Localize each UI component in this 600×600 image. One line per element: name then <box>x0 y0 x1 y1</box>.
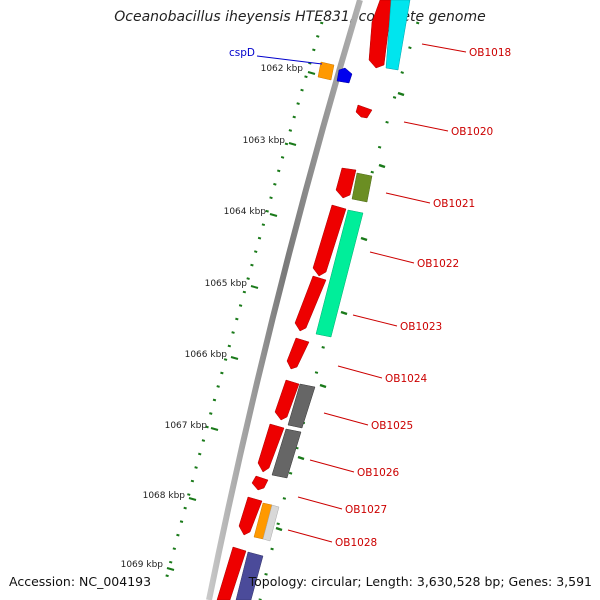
leader-ob1022 <box>369 251 415 264</box>
feature-track-line <box>258 21 420 600</box>
gene-labels: cspD OB1018 OB1020 OB1021 OB1022 OB1023 … <box>229 47 511 549</box>
ruler-tick <box>250 285 259 289</box>
feature-track-ticks <box>275 91 405 532</box>
ruler-tick <box>307 71 316 75</box>
track-tick <box>340 310 348 316</box>
ruler-ticks: 1062 kbp 1063 kbp 1064 kbp 1065 kbp 1066… <box>121 64 316 571</box>
leader-ob1023 <box>352 314 398 327</box>
cspd-feature-blue <box>336 67 353 84</box>
cds-feature-ob1022 <box>312 204 347 277</box>
track-tick <box>297 455 305 461</box>
track-tick <box>275 526 283 532</box>
gene-label-ob1028: OB1028 <box>335 537 377 549</box>
leader-ob1026 <box>309 459 355 473</box>
ruler-tick <box>288 142 297 146</box>
ruler-tick <box>269 213 278 217</box>
ruler-tick <box>188 497 197 501</box>
ruler-tick-label: 1068 kbp <box>143 491 186 501</box>
ruler-tick-label: 1062 kbp <box>261 64 304 74</box>
cds-feature-ob1024 <box>286 337 310 370</box>
cds-features <box>216 0 393 600</box>
gene-label-ob1025: OB1025 <box>371 420 413 432</box>
cspd-features <box>317 61 353 84</box>
gene-label-ob1027: OB1027 <box>345 504 387 516</box>
leader-ob1018 <box>421 43 467 53</box>
cds-feature-ob1018 <box>368 0 393 69</box>
gene-label-ob1024: OB1024 <box>385 373 428 385</box>
cspd-feature-orange <box>317 61 335 81</box>
cds-feature-ob1028 <box>238 496 263 536</box>
leader-ob1027 <box>297 496 343 510</box>
gene-label-ob1022: OB1022 <box>417 258 459 270</box>
cog-features <box>235 0 411 600</box>
cog-feature-gray-2 <box>271 428 302 479</box>
cog-feature-light-strip <box>262 504 280 542</box>
cds-feature-ob1025 <box>274 379 300 421</box>
leader-ob1020 <box>403 121 449 132</box>
ruler-tick <box>210 427 219 431</box>
gene-label-ob1018: OB1018 <box>469 47 511 59</box>
cds-feature-ob1026 <box>257 423 285 473</box>
ruler-tick-label: 1064 kbp <box>224 207 267 217</box>
genome-backbone <box>206 0 363 600</box>
track-tick <box>360 236 368 242</box>
ruler-tick-label: 1065 kbp <box>205 279 248 289</box>
ruler-line <box>164 21 324 581</box>
ruler-tick-label: 1066 kbp <box>185 350 228 360</box>
gene-label-ob1021: OB1021 <box>433 198 475 210</box>
cog-feature-slate <box>235 551 264 600</box>
label-leaders <box>256 43 467 543</box>
track-tick <box>378 163 386 169</box>
leader-ob1024 <box>337 365 383 379</box>
cds-feature-ob1029 <box>216 546 247 600</box>
genome-summary: Topology: circular; Length: 3,630,528 bp… <box>248 574 592 589</box>
leader-ob1028 <box>287 529 333 543</box>
track-tick <box>319 383 327 389</box>
cds-feature-ob1020 <box>355 104 373 119</box>
cds-feature-ob1021 <box>335 167 357 199</box>
cds-feature-ob1023 <box>294 275 327 332</box>
cog-feature-gray-1 <box>287 383 316 429</box>
gene-label-ob1026: OB1026 <box>357 467 400 479</box>
ruler-tick <box>230 356 239 360</box>
cog-feature-mint <box>315 209 364 338</box>
leader-cspd <box>256 55 323 65</box>
cds-feature-ob1027 <box>251 475 269 491</box>
leader-ob1025 <box>323 412 369 426</box>
ruler-tick-label: 1069 kbp <box>121 560 164 570</box>
track-tick <box>397 91 405 97</box>
gene-label-ob1020: OB1020 <box>451 126 493 138</box>
ruler-tick <box>166 567 175 571</box>
cog-feature-olive <box>351 172 373 203</box>
ruler-tick-label: 1067 kbp <box>165 421 208 431</box>
cog-feature-cyan <box>385 0 411 71</box>
gene-label-cspd: cspD <box>229 47 255 59</box>
accession-label: Accession: NC_004193 <box>9 574 152 589</box>
gene-label-ob1023: OB1023 <box>400 321 442 333</box>
leader-ob1021 <box>385 192 431 204</box>
ruler-tick-label: 1063 kbp <box>243 136 286 146</box>
